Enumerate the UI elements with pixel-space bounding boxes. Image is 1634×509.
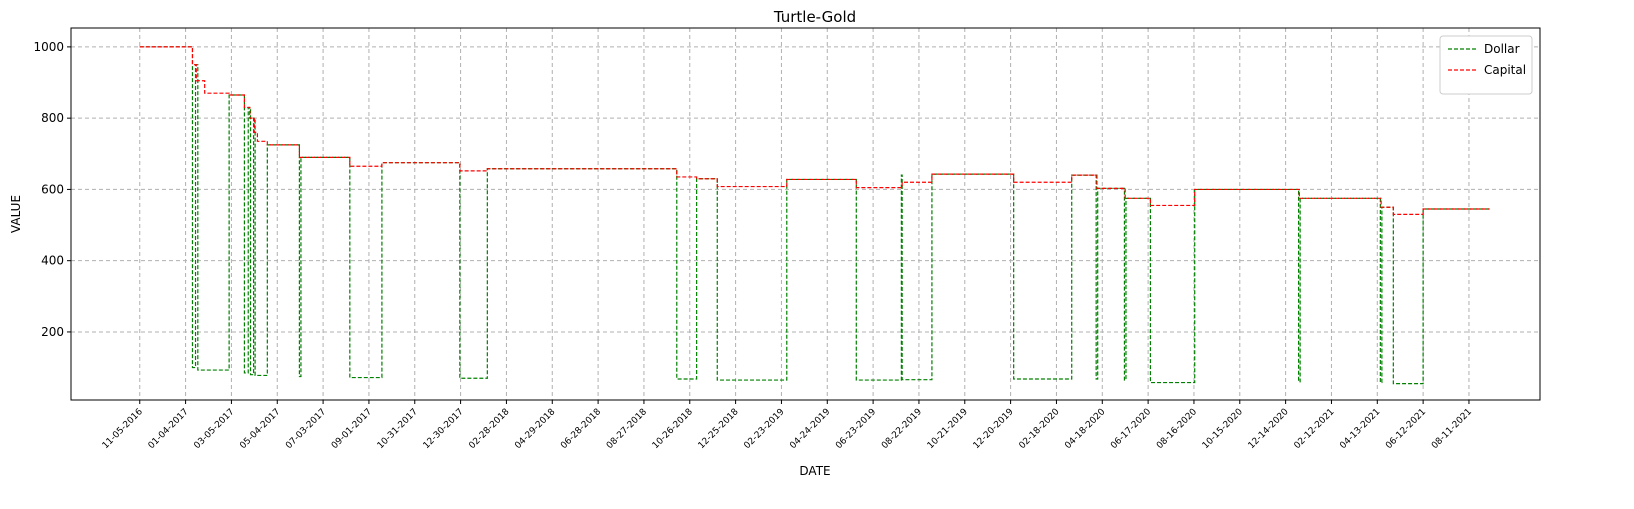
y-tick-label: 200 [41, 325, 64, 339]
x-tick-label: 06-23-2019 [834, 407, 878, 451]
data-line [139, 46, 1490, 215]
legend-box [1439, 35, 1533, 95]
x-tick-label: 09-01-2017 [330, 407, 374, 451]
x-tick-label: 04-13-2021 [1338, 407, 1382, 451]
y-tick-label: 800 [41, 111, 64, 125]
x-tick-label: 11-05-2016 [101, 407, 145, 451]
x-tick-label: 02-18-2020 [1018, 407, 1062, 451]
x-tick-label: 08-16-2020 [1155, 407, 1199, 451]
x-tick-label: 08-11-2021 [1430, 407, 1474, 451]
legend-label: Capital [1484, 63, 1526, 77]
x-tick-label: 10-15-2020 [1201, 407, 1245, 451]
x-tick-label: 10-31-2017 [376, 407, 420, 451]
y-axis-label: VALUE [9, 195, 23, 233]
x-tick-label: 04-29-2018 [513, 407, 557, 451]
x-tick-label: 12-30-2017 [422, 407, 466, 451]
x-tick-label: 04-24-2019 [788, 407, 832, 451]
x-tick-label: 06-28-2018 [559, 407, 603, 451]
x-tick-label: 12-14-2020 [1247, 407, 1291, 451]
x-tick-label: 04-18-2020 [1063, 407, 1107, 451]
data-line [139, 46, 1490, 385]
x-tick-label: 05-04-2017 [238, 407, 282, 451]
x-tick-label: 10-26-2018 [651, 407, 695, 451]
x-tick-label: 08-22-2019 [880, 407, 924, 451]
x-tick-label: 12-25-2018 [697, 407, 741, 451]
x-tick-label: 10-21-2019 [926, 407, 970, 451]
x-tick-label: 06-12-2021 [1384, 407, 1428, 451]
plot-frame [70, 27, 1541, 401]
x-tick-label: 12-20-2019 [972, 407, 1016, 451]
x-tick-label: 01-04-2017 [147, 407, 191, 451]
x-tick-label: 07-03-2017 [284, 407, 328, 451]
y-tick-label: 600 [41, 182, 64, 196]
x-tick-label: 03-05-2017 [192, 407, 236, 451]
legend-label: Dollar [1484, 42, 1520, 56]
x-tick-label: 02-23-2019 [742, 407, 786, 451]
legend: Dollar Capital [1439, 35, 1533, 95]
x-tick-label: 06-17-2020 [1109, 407, 1153, 451]
y-tick-label: 400 [41, 254, 64, 268]
x-axis-label: DATE [799, 464, 830, 478]
x-tick-label: 02-12-2021 [1293, 407, 1337, 451]
x-tick-label: 02-28-2018 [467, 407, 511, 451]
y-tick-label: 1000 [33, 40, 64, 54]
chart-title: Turtle-Gold [773, 8, 856, 26]
x-tick-label: 08-27-2018 [605, 407, 649, 451]
